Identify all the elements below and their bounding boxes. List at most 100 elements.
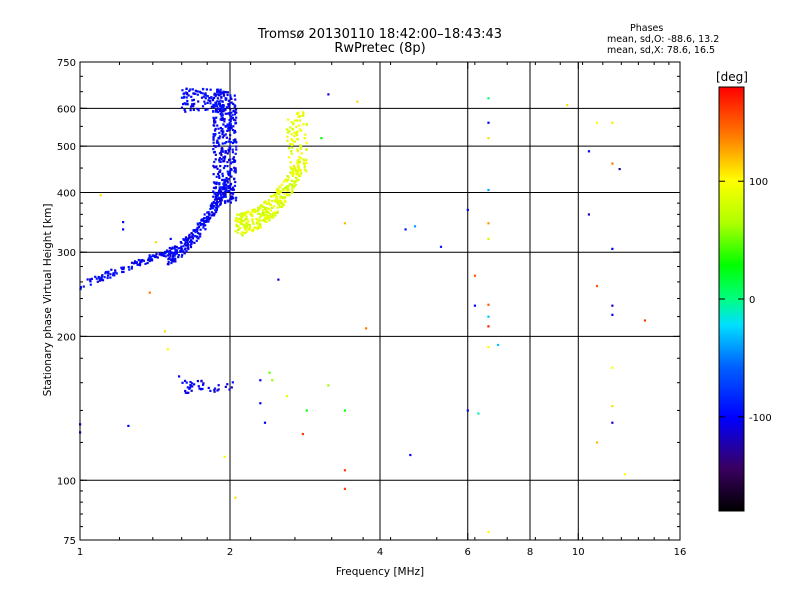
data-point bbox=[271, 213, 275, 216]
data-point bbox=[271, 216, 274, 219]
data-point bbox=[264, 207, 268, 211]
data-point bbox=[305, 161, 308, 165]
data-point bbox=[291, 146, 294, 150]
data-point bbox=[241, 220, 244, 223]
data-point bbox=[216, 201, 219, 204]
data-points bbox=[79, 87, 647, 534]
data-point bbox=[127, 265, 130, 269]
data-point bbox=[227, 127, 230, 130]
data-point bbox=[487, 530, 490, 534]
data-point bbox=[177, 253, 180, 257]
data-point bbox=[284, 200, 287, 203]
data-point bbox=[298, 160, 302, 163]
data-point bbox=[245, 224, 248, 227]
data-point bbox=[263, 217, 267, 221]
data-point bbox=[259, 402, 262, 405]
data-point bbox=[213, 201, 217, 205]
data-point bbox=[230, 115, 233, 118]
data-point bbox=[287, 118, 290, 121]
data-point bbox=[204, 102, 207, 105]
data-point bbox=[187, 247, 190, 251]
data-point bbox=[211, 99, 215, 102]
data-point bbox=[155, 252, 158, 256]
data-point bbox=[214, 196, 218, 199]
data-point bbox=[212, 205, 215, 208]
data-point bbox=[215, 204, 218, 207]
data-point bbox=[220, 110, 223, 113]
data-point bbox=[224, 98, 227, 101]
data-point bbox=[182, 238, 185, 241]
data-point bbox=[214, 209, 217, 212]
data-point bbox=[219, 164, 222, 168]
data-point bbox=[473, 274, 477, 277]
data-point bbox=[229, 158, 232, 161]
data-point bbox=[130, 261, 134, 264]
data-point bbox=[190, 242, 193, 246]
data-point bbox=[142, 259, 146, 262]
data-point bbox=[270, 206, 274, 209]
data-point bbox=[224, 90, 227, 94]
data-point bbox=[220, 114, 223, 117]
data-point bbox=[196, 90, 199, 93]
data-point bbox=[210, 105, 213, 108]
data-point bbox=[218, 135, 222, 138]
phase-stats-x: mean, sd,X: 78.6, 16.5 bbox=[607, 45, 716, 56]
data-point bbox=[232, 125, 235, 128]
data-point bbox=[264, 216, 267, 219]
data-point bbox=[233, 159, 237, 163]
data-point bbox=[289, 161, 292, 164]
data-point bbox=[296, 112, 299, 115]
data-point bbox=[222, 187, 225, 190]
y-tick-label: 750 bbox=[57, 58, 76, 69]
data-point bbox=[184, 247, 187, 250]
data-point bbox=[265, 209, 268, 212]
data-point bbox=[247, 228, 250, 231]
data-point bbox=[231, 116, 234, 120]
data-point bbox=[106, 276, 109, 280]
data-point bbox=[265, 218, 269, 221]
data-point bbox=[223, 193, 226, 196]
data-point bbox=[217, 174, 221, 178]
data-point bbox=[215, 116, 218, 119]
data-point bbox=[146, 261, 149, 265]
data-point bbox=[256, 209, 259, 212]
data-point bbox=[185, 391, 189, 394]
data-point bbox=[225, 97, 228, 100]
data-point bbox=[217, 127, 220, 130]
data-point bbox=[282, 189, 285, 192]
data-point bbox=[277, 188, 280, 191]
data-point bbox=[236, 231, 239, 234]
data-point bbox=[188, 233, 191, 236]
data-point bbox=[133, 260, 137, 263]
data-point bbox=[227, 99, 230, 102]
data-point bbox=[183, 379, 187, 383]
data-point bbox=[263, 213, 266, 216]
data-point bbox=[224, 133, 227, 136]
data-point bbox=[209, 88, 212, 91]
data-point bbox=[220, 190, 223, 193]
data-point bbox=[219, 93, 222, 96]
data-point bbox=[276, 190, 280, 193]
data-point bbox=[216, 100, 219, 103]
data-point bbox=[218, 100, 221, 104]
data-point bbox=[258, 223, 262, 226]
data-point bbox=[183, 108, 186, 112]
data-point bbox=[268, 219, 271, 222]
data-point bbox=[234, 180, 237, 184]
data-point bbox=[194, 92, 197, 95]
data-point bbox=[202, 88, 205, 91]
data-point bbox=[112, 272, 115, 275]
data-point bbox=[201, 92, 204, 95]
data-point bbox=[234, 152, 237, 155]
data-point bbox=[168, 246, 171, 250]
data-point bbox=[263, 220, 266, 223]
data-point bbox=[233, 94, 236, 97]
data-point bbox=[220, 199, 223, 202]
data-point bbox=[220, 96, 223, 99]
data-point bbox=[228, 172, 232, 175]
data-point bbox=[122, 221, 125, 224]
data-point bbox=[229, 195, 232, 198]
data-point bbox=[226, 129, 229, 133]
data-point bbox=[171, 254, 175, 257]
data-point bbox=[254, 210, 257, 214]
